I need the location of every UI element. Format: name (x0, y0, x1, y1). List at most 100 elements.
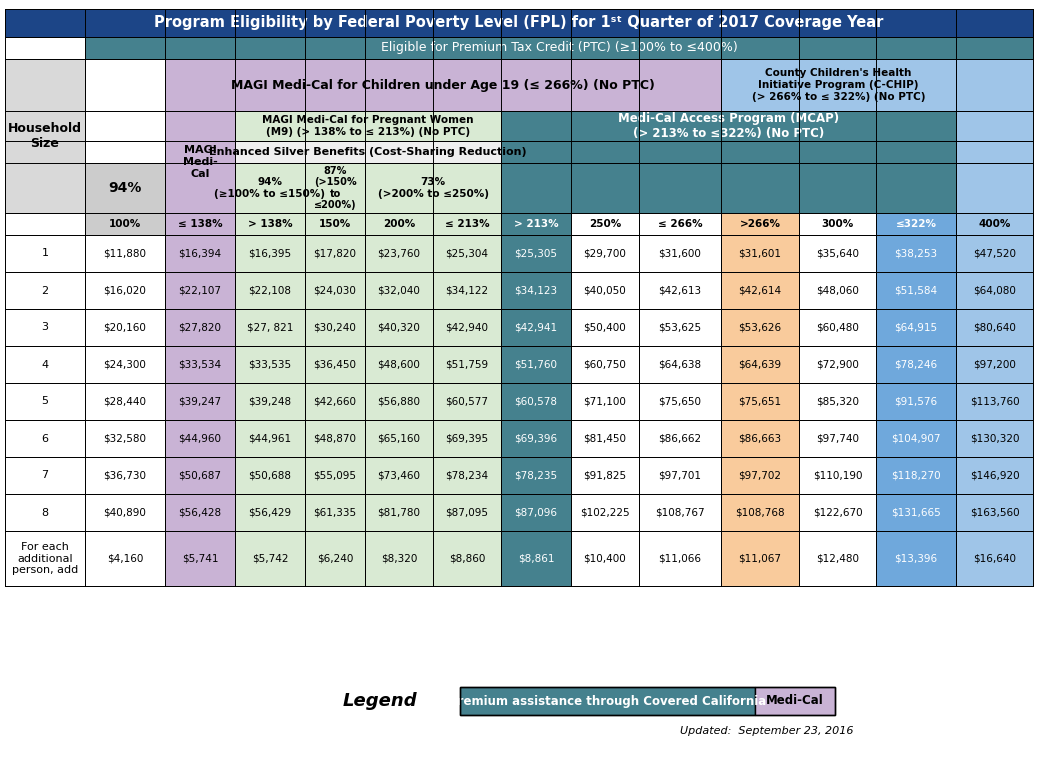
Text: $53,625: $53,625 (658, 323, 702, 333)
Text: $51,760: $51,760 (515, 359, 557, 370)
Text: $6,240: $6,240 (317, 553, 353, 563)
Text: $42,613: $42,613 (658, 285, 702, 295)
Text: $56,880: $56,880 (378, 396, 420, 406)
Text: $72,900: $72,900 (816, 359, 858, 370)
Text: $40,050: $40,050 (583, 285, 626, 295)
Text: $39,248: $39,248 (248, 396, 292, 406)
Bar (876, 346, 956, 383)
Bar (956, 494, 1033, 531)
Bar (165, 111, 235, 213)
Bar (305, 309, 365, 346)
Bar (365, 163, 501, 213)
Bar (501, 213, 571, 235)
Text: $81,450: $81,450 (583, 434, 627, 444)
Text: $75,651: $75,651 (738, 396, 782, 406)
Text: $42,614: $42,614 (738, 285, 782, 295)
Text: $65,160: $65,160 (378, 434, 420, 444)
Bar (85, 235, 165, 272)
Bar (85, 59, 165, 111)
Bar (433, 309, 501, 346)
Bar (165, 235, 235, 272)
Bar (755, 687, 835, 715)
Text: $28,440: $28,440 (104, 396, 146, 406)
Bar (165, 213, 235, 235)
Text: $39,247: $39,247 (179, 396, 221, 406)
Bar (799, 420, 876, 457)
Text: $29,700: $29,700 (583, 249, 627, 259)
Bar (165, 59, 721, 111)
Text: 100%: 100% (109, 219, 141, 229)
Bar (501, 309, 571, 346)
Text: 2: 2 (42, 285, 49, 295)
Text: $30,240: $30,240 (313, 323, 356, 333)
Bar (956, 141, 1033, 163)
Text: $110,190: $110,190 (813, 470, 863, 480)
Bar (721, 346, 799, 383)
Bar (460, 687, 835, 715)
Text: $42,941: $42,941 (515, 323, 557, 333)
Text: $11,880: $11,880 (104, 249, 146, 259)
Text: $86,662: $86,662 (658, 434, 702, 444)
Bar (235, 235, 305, 272)
Bar (639, 383, 721, 420)
Bar (799, 494, 876, 531)
Bar (956, 420, 1033, 457)
Text: $102,225: $102,225 (580, 508, 630, 517)
Bar (501, 163, 956, 213)
Bar (501, 272, 571, 309)
Text: $5,742: $5,742 (252, 553, 289, 563)
Text: $22,107: $22,107 (179, 285, 221, 295)
Bar (571, 272, 639, 309)
Text: 1: 1 (42, 249, 49, 259)
Bar (235, 420, 305, 457)
Text: 400%: 400% (978, 219, 1011, 229)
Bar (956, 213, 1033, 235)
Bar (460, 687, 755, 715)
Bar (433, 531, 501, 586)
Bar (639, 457, 721, 494)
Bar (305, 383, 365, 420)
Bar (956, 531, 1033, 586)
Text: $32,580: $32,580 (104, 434, 146, 444)
Bar (433, 420, 501, 457)
Text: $42,940: $42,940 (445, 323, 489, 333)
Bar (85, 346, 165, 383)
Bar (165, 309, 235, 346)
Bar (165, 383, 235, 420)
Text: $33,534: $33,534 (179, 359, 221, 370)
Bar (639, 309, 721, 346)
Text: $51,759: $51,759 (445, 359, 489, 370)
Text: $40,320: $40,320 (378, 323, 420, 333)
Text: $51,584: $51,584 (895, 285, 937, 295)
Bar (433, 346, 501, 383)
Text: 3: 3 (42, 323, 49, 333)
Bar (799, 346, 876, 383)
Text: $64,915: $64,915 (895, 323, 937, 333)
Text: $34,123: $34,123 (515, 285, 557, 295)
Bar (799, 272, 876, 309)
Bar (571, 383, 639, 420)
Bar (721, 309, 799, 346)
Text: $44,961: $44,961 (248, 434, 292, 444)
Bar (721, 494, 799, 531)
Text: $86,663: $86,663 (738, 434, 782, 444)
Text: $75,650: $75,650 (658, 396, 702, 406)
Bar (5, 9, 1033, 37)
Bar (365, 531, 433, 586)
Bar (235, 383, 305, 420)
Bar (571, 494, 639, 531)
Bar (165, 457, 235, 494)
Text: $22,108: $22,108 (248, 285, 292, 295)
Bar (956, 111, 1033, 141)
Bar (305, 272, 365, 309)
Bar (235, 531, 305, 586)
Bar (876, 420, 956, 457)
Bar (365, 235, 433, 272)
Bar (639, 420, 721, 457)
Text: 7: 7 (42, 470, 49, 480)
Bar (571, 457, 639, 494)
Text: $12,480: $12,480 (816, 553, 859, 563)
Bar (5, 420, 85, 457)
Text: Premium assistance through Covered California: Premium assistance through Covered Calif… (448, 695, 766, 708)
Bar (365, 309, 433, 346)
